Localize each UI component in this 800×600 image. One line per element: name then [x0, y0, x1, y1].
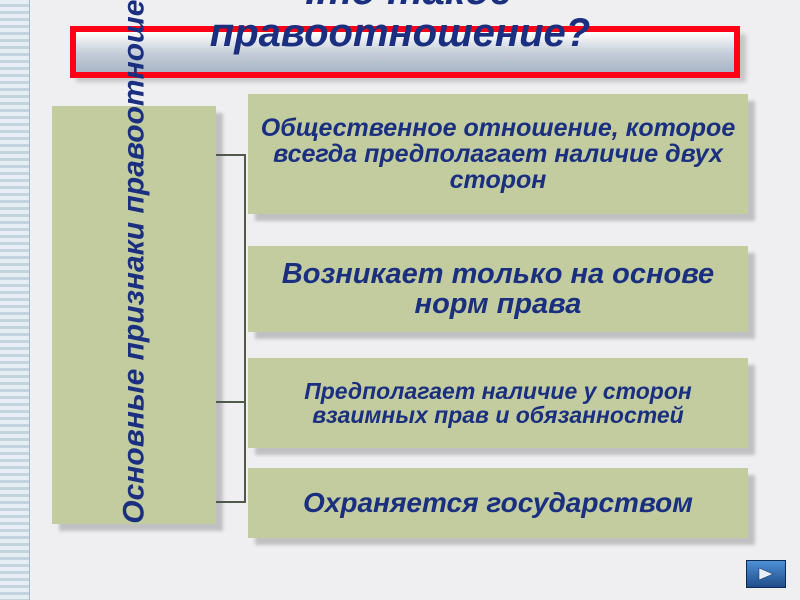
feature-box-3: Предполагает наличие у сторон взаимных п… — [248, 358, 748, 448]
feature-box-2: Возникает только на основе норм права — [248, 246, 748, 332]
feature-text: Возникает только на основе норм права — [258, 259, 738, 320]
feature-box-1: Общественное отношение, которое всегда п… — [248, 94, 748, 214]
next-slide-button[interactable] — [746, 560, 786, 588]
title-line-2: правоотношение? — [210, 11, 590, 55]
sidebar-label: Основные признаки правоотношен ия — [118, 106, 150, 524]
connector-line — [216, 315, 246, 503]
feature-text: Общественное отношение, которое всегда п… — [258, 115, 738, 194]
connector-line — [216, 154, 246, 315]
decorative-strip — [0, 0, 30, 600]
next-arrow-icon — [757, 566, 775, 582]
sidebar-box: Основные признаки правоотношен ия — [52, 106, 216, 524]
feature-text: Охраняется государством — [303, 488, 693, 517]
feature-box-4: Охраняется государством — [248, 468, 748, 538]
feature-text: Предполагает наличие у сторон взаимных п… — [258, 379, 738, 427]
